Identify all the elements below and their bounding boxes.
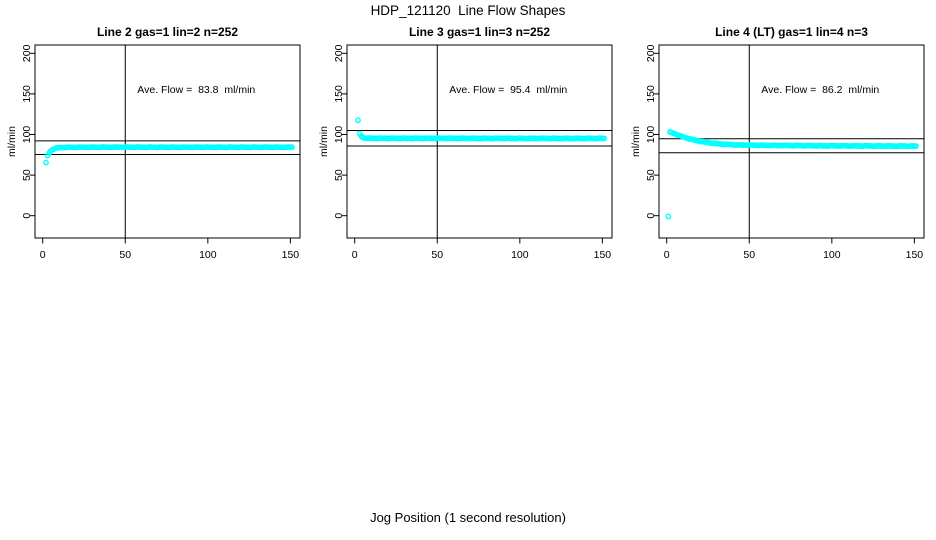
x-axis-label: Jog Position (1 second resolution)	[370, 510, 566, 525]
panel-1-title: Line 2 gas=1 lin=2 n=252	[97, 25, 238, 39]
panel-2-y-tick-label-100: 100	[333, 126, 345, 144]
panel-1-box	[34, 44, 301, 239]
panel-1-y-tick-label-150: 150	[21, 85, 33, 103]
panel-3-box	[658, 44, 925, 239]
main-title: HDP_121120 Line Flow Shapes	[370, 3, 566, 18]
panel-1-ave-flow-annotation: Ave. Flow = 83.8 ml/min	[137, 84, 255, 96]
panel-3-y-tick-label-150: 150	[645, 85, 657, 103]
panel-3-y-axis-title: ml/min	[630, 126, 642, 157]
panel-1-y-tick-label-50: 50	[21, 169, 33, 181]
panel-3-x-tick-label-50: 50	[743, 249, 755, 261]
panel-2-y-tick-label-150: 150	[333, 85, 345, 103]
panel-2-title: Line 3 gas=1 lin=3 n=252	[409, 25, 550, 39]
panel-2-data-point	[601, 135, 607, 142]
panel-1-x-tick-label-100: 100	[199, 249, 217, 261]
panel-3-y-tick-label-50: 50	[645, 169, 657, 181]
panel-1-x-tick-label-0: 0	[40, 249, 46, 261]
panel-1-x-tick-label-150: 150	[282, 249, 300, 261]
panel-1-y-axis-title: ml/min	[6, 126, 18, 157]
panel-2-y-tick-label-50: 50	[333, 169, 345, 181]
panel-3-y-tick-label-200: 200	[645, 44, 657, 62]
panel-2-x-tick-label-50: 50	[431, 249, 443, 261]
panel-2-x-tick-label-100: 100	[511, 249, 529, 261]
panel-1-data-point	[289, 144, 295, 151]
panel-3-y-tick-label-0: 0	[645, 213, 657, 219]
panel-3-x-tick-label-100: 100	[823, 249, 841, 261]
panel-2-y-tick-label-200: 200	[333, 44, 345, 62]
panel-2-y-axis-title: ml/min	[318, 126, 330, 157]
panel-3-title: Line 4 (LT) gas=1 lin=4 n=3	[715, 25, 868, 39]
panel-2-x-tick-label-0: 0	[352, 249, 358, 261]
panel-3-x-tick-label-150: 150	[906, 249, 924, 261]
panel-1-y-tick-label-100: 100	[21, 126, 33, 144]
panel-1-outlier-point-0	[43, 159, 49, 166]
panel-2-x-tick-label-150: 150	[594, 249, 612, 261]
panel-3-outlier-point-0	[665, 213, 672, 220]
panel-2-y-tick-label-0: 0	[333, 213, 345, 219]
panel-2-ave-flow-annotation: Ave. Flow = 95.4 ml/min	[449, 84, 567, 96]
panel-3-ave-flow-annotation: Ave. Flow = 86.2 ml/min	[761, 84, 879, 96]
panel-3-data-point	[913, 143, 919, 150]
panel-2-outlier-point-0	[355, 117, 361, 124]
panel-3-y-tick-label-100: 100	[645, 126, 657, 144]
panel-3-x-tick-label-0: 0	[664, 249, 670, 261]
panel-2-box	[346, 44, 613, 239]
panel-1-y-tick-label-0: 0	[21, 213, 33, 219]
panel-1-y-tick-label-200: 200	[21, 44, 33, 62]
panel-1-x-tick-label-50: 50	[119, 249, 131, 261]
